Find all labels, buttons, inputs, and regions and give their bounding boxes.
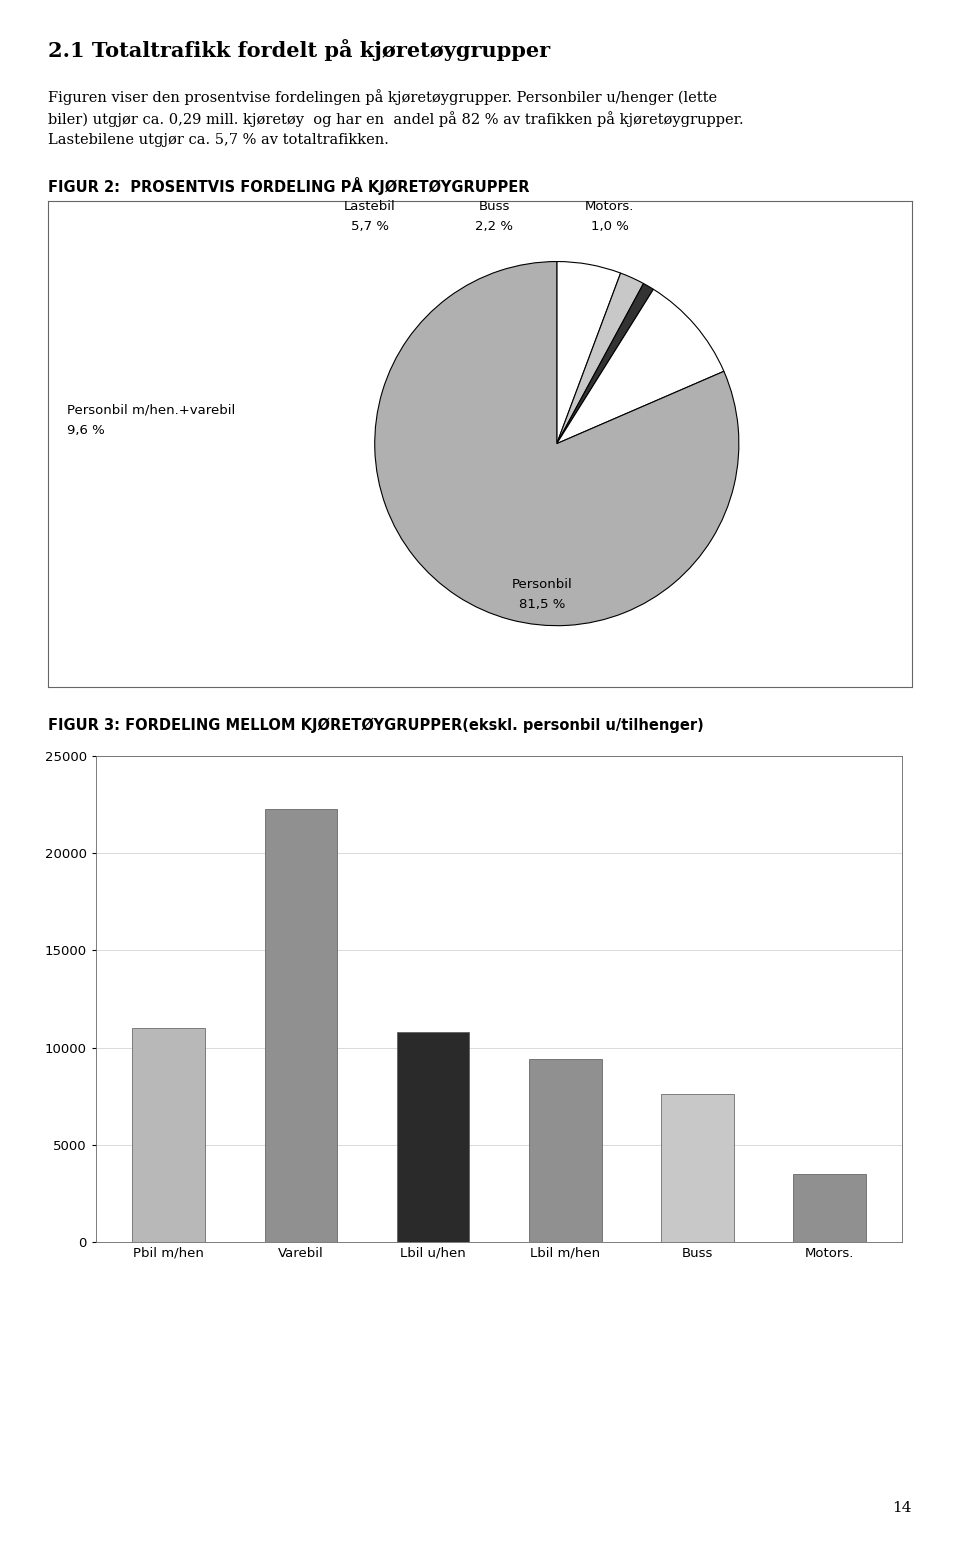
Text: biler) utgjør ca. 0,29 mill. kjøretøy  og har en  andel på 82 % av trafikken på : biler) utgjør ca. 0,29 mill. kjøretøy og… (48, 111, 744, 127)
Bar (132, 1028, 205, 1242)
Text: Personbil m/hen.+varebil: Personbil m/hen.+varebil (67, 404, 235, 417)
Text: Buss: Buss (479, 201, 510, 213)
Bar (529, 1060, 602, 1242)
Wedge shape (557, 284, 654, 444)
Text: FIGUR 3: FORDELING MELLOM KJØRETØYGRUPPER(ekskl. personbil u/tilhenger): FIGUR 3: FORDELING MELLOM KJØRETØYGRUPPE… (48, 717, 704, 733)
Bar (793, 1174, 866, 1242)
Text: 14: 14 (893, 1501, 912, 1515)
Text: Figuren viser den prosentvise fordelingen på kjøretøygrupper. Personbiler u/heng: Figuren viser den prosentvise fordelinge… (48, 89, 717, 105)
Text: 2.1 Totaltrafikk fordelt på kjøretøygrupper: 2.1 Totaltrafikk fordelt på kjøretøygrup… (48, 39, 550, 60)
Text: 81,5 %: 81,5 % (519, 599, 565, 611)
Text: 5,7 %: 5,7 % (350, 221, 389, 233)
Text: 9,6 %: 9,6 % (67, 424, 105, 437)
Wedge shape (374, 262, 739, 625)
Text: Lastebilene utgjør ca. 5,7 % av totaltrafikken.: Lastebilene utgjør ca. 5,7 % av totaltra… (48, 133, 389, 147)
Bar (265, 809, 337, 1242)
Text: Motors.: Motors. (585, 201, 635, 213)
Text: FIGUR 2:  PROSENTVIS FORDELING PÅ KJØRETØYGRUPPER: FIGUR 2: PROSENTVIS FORDELING PÅ KJØRETØ… (48, 177, 530, 196)
Bar (661, 1094, 733, 1242)
Wedge shape (557, 273, 643, 444)
Text: 2,2 %: 2,2 % (475, 221, 514, 233)
Bar (396, 1032, 469, 1242)
Text: 1,0 %: 1,0 % (590, 221, 629, 233)
Text: Lastebil: Lastebil (344, 201, 396, 213)
Wedge shape (557, 289, 724, 444)
Wedge shape (557, 262, 620, 444)
Text: Personbil: Personbil (512, 579, 573, 591)
